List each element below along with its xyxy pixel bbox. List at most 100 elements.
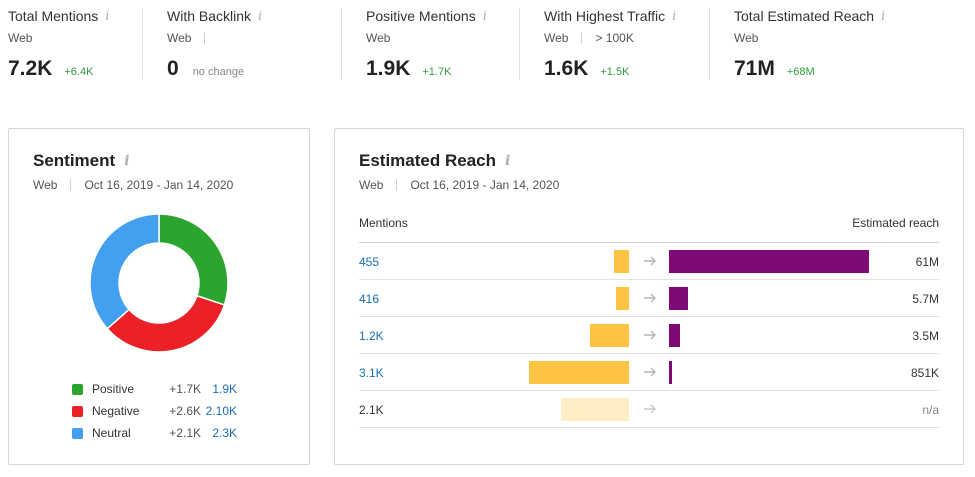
column-header-estimated-reach: Estimated reach <box>852 216 939 230</box>
legend-item-positive[interactable]: Positive +1.7K 1.9K <box>72 378 237 400</box>
info-icon[interactable]: i <box>482 8 487 24</box>
arrow-right-icon <box>644 293 656 303</box>
mentions-bar <box>614 250 629 273</box>
separator <box>581 31 583 44</box>
legend-item-neutral[interactable]: Neutral +2.1K 2.3K <box>72 422 237 444</box>
mentions-bar <box>590 324 629 347</box>
donut-slice-negative[interactable] <box>106 294 226 353</box>
info-icon[interactable]: i <box>105 8 110 24</box>
sentiment-card: Sentiment i Web Oct 16, 2019 - Jan 14, 202… <box>8 128 310 465</box>
metric-divider <box>519 8 520 80</box>
reach-value: 61M <box>915 255 939 269</box>
legend-delta: +2.1K <box>169 426 201 440</box>
separator <box>204 31 206 44</box>
table-row: 416 5.7M <box>359 280 939 317</box>
legend-label: Negative <box>92 404 140 418</box>
info-icon[interactable]: i <box>258 8 263 24</box>
info-icon[interactable]: i <box>881 8 886 24</box>
legend-swatch <box>72 427 83 439</box>
mentions-bar <box>529 361 629 384</box>
mentions-bar <box>561 398 629 421</box>
column-header-mentions: Mentions <box>359 216 408 230</box>
sentiment-donut-chart <box>89 213 229 353</box>
info-icon[interactable]: i <box>124 153 130 169</box>
table-row: 455 61M <box>359 243 939 280</box>
info-icon[interactable]: i <box>672 8 677 24</box>
metric-positive-mentions: Positive Mentions i Web 1.9K +1.7K <box>366 8 487 81</box>
metric-total-mentions: Total Mentions i Web 7.2K +6.4K <box>8 8 109 81</box>
table-row: 3.1K 851K <box>359 354 939 391</box>
legend-value[interactable]: 1.9K <box>212 382 237 396</box>
mentions-link[interactable]: 3.1K <box>359 366 384 380</box>
sentiment-legend: Positive +1.7K 1.9K Negative +2.6K 2.10K… <box>72 378 237 444</box>
metric-source: Web <box>8 30 33 45</box>
donut-slice-neutral[interactable] <box>89 213 160 330</box>
reach-table-body: 455 61M 416 5.7M 1.2K 3.5M 3.1K 851K <box>359 242 939 428</box>
metric-divider <box>709 8 710 80</box>
separator <box>70 179 72 191</box>
card-source: Web <box>33 178 58 192</box>
metric-source: Web <box>167 30 192 45</box>
legend-value[interactable]: 2.3K <box>212 426 237 440</box>
metric-delta: +1.7K <box>422 66 452 78</box>
legend-label: Neutral <box>92 426 131 440</box>
metric-value: 71M <box>734 57 775 80</box>
metric-title: Positive Mentions <box>366 8 476 24</box>
metric-delta: +68M <box>786 66 815 78</box>
card-date-range: Oct 16, 2019 - Jan 14, 2020 <box>410 178 560 192</box>
metric-value: 1.9K <box>366 57 411 80</box>
metric-divider <box>341 8 342 80</box>
arrow-right-icon <box>644 330 656 340</box>
metric-title: With Highest Traffic <box>544 8 666 24</box>
metric-delta: no change <box>192 66 245 78</box>
metric-value: 1.6K <box>544 57 589 80</box>
metric-source: Web <box>734 30 759 45</box>
metric-traffic-threshold: > 100K <box>595 30 634 45</box>
metric-value: 0 <box>167 57 179 80</box>
reach-value: n/a <box>922 403 939 417</box>
legend-swatch <box>72 383 83 395</box>
card-title: Sentiment <box>33 151 116 170</box>
metric-title: Total Mentions <box>8 8 99 24</box>
donut-slice-positive[interactable] <box>158 213 229 306</box>
table-row: 2.1K n/a <box>359 391 939 428</box>
reach-bar <box>669 250 869 273</box>
estimated-reach-card: Estimated Reach i Web Oct 16, 2019 - Jan 1… <box>334 128 964 465</box>
legend-value[interactable]: 2.10K <box>205 404 237 418</box>
info-icon[interactable]: i <box>505 153 511 169</box>
metric-with-backlink: With Backlink i Web 0 no change <box>167 8 262 81</box>
reach-value: 851K <box>910 366 939 380</box>
metric-title: Total Estimated Reach <box>734 8 875 24</box>
reach-value: 5.7M <box>912 292 939 306</box>
mentions-link[interactable]: 455 <box>359 255 380 269</box>
metric-value: 7.2K <box>8 57 53 80</box>
metric-source: Web <box>544 30 569 45</box>
mentions-link[interactable]: 1.2K <box>359 329 384 343</box>
legend-swatch <box>72 405 83 417</box>
separator <box>396 179 398 191</box>
reach-bar <box>669 361 672 384</box>
reach-bar <box>669 287 688 310</box>
metric-divider <box>142 8 143 80</box>
legend-label: Positive <box>92 382 135 396</box>
card-date-range: Oct 16, 2019 - Jan 14, 2020 <box>84 178 234 192</box>
legend-item-negative[interactable]: Negative +2.6K 2.10K <box>72 400 237 422</box>
metric-title: With Backlink <box>167 8 252 24</box>
card-source: Web <box>359 178 384 192</box>
arrow-right-icon <box>644 404 656 414</box>
reach-value: 3.5M <box>912 329 939 343</box>
metric-total-estimated-reach: Total Estimated Reach i Web 71M +68M <box>734 8 885 81</box>
legend-delta: +1.7K <box>169 382 201 396</box>
table-row: 1.2K 3.5M <box>359 317 939 354</box>
mentions-bar <box>616 287 629 310</box>
arrow-right-icon <box>644 256 656 266</box>
reach-bar <box>669 324 680 347</box>
metric-delta: +6.4K <box>64 66 94 78</box>
mentions-link[interactable]: 416 <box>359 292 380 306</box>
card-title: Estimated Reach <box>359 151 496 170</box>
metric-highest-traffic: With Highest Traffic i Web > 100K 1.6K +1.5… <box>544 8 676 81</box>
mentions-value: 2.1K <box>359 403 384 417</box>
metric-delta: +1.5K <box>600 66 630 78</box>
arrow-right-icon <box>644 367 656 377</box>
legend-delta: +2.6K <box>169 404 201 418</box>
